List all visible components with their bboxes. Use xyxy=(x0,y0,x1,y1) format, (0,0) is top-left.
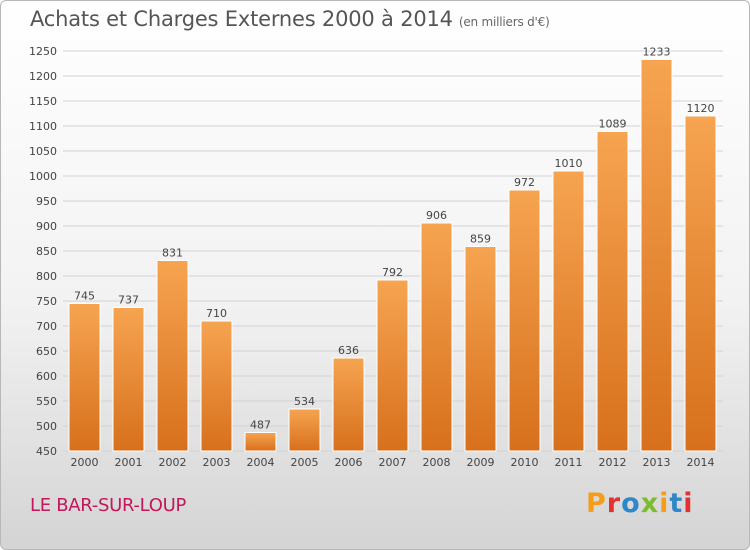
x-tick-label: 2006 xyxy=(335,456,363,469)
bar-value-label: 972 xyxy=(514,176,535,189)
y-tick-label: 1000 xyxy=(29,170,57,183)
bar xyxy=(244,432,277,452)
y-tick-label: 750 xyxy=(36,295,57,308)
x-tick-label: 2003 xyxy=(203,456,231,469)
bar xyxy=(596,131,629,452)
bars xyxy=(68,59,717,452)
y-tick-label: 1100 xyxy=(29,120,57,133)
bar xyxy=(156,260,189,452)
brand-letter: i xyxy=(683,488,694,519)
chart-title: Achats et Charges Externes 2000 à 2014 (e… xyxy=(30,7,550,31)
x-tick-label: 2007 xyxy=(379,456,407,469)
y-tick-label: 800 xyxy=(36,270,57,283)
chart-subtitle: (en milliers d'€) xyxy=(458,15,550,29)
x-tick-label: 2004 xyxy=(247,456,275,469)
x-tick-label: 2005 xyxy=(291,456,319,469)
y-tick-label: 1200 xyxy=(29,70,57,83)
x-tick-label: 2011 xyxy=(555,456,583,469)
bar-value-label: 737 xyxy=(118,294,139,307)
bar-value-label: 831 xyxy=(162,247,183,260)
y-tick-label: 650 xyxy=(36,345,57,358)
location-name: LE BAR-SUR-LOUP xyxy=(30,495,187,516)
bar-value-label: 636 xyxy=(338,344,359,357)
bar xyxy=(552,170,585,452)
chart-title-text: Achats et Charges Externes 2000 à 2014 xyxy=(30,7,453,31)
bar xyxy=(420,222,453,452)
brand-letter: P xyxy=(586,488,607,519)
y-tick-label: 900 xyxy=(36,220,57,233)
y-tick-label: 1250 xyxy=(29,45,57,58)
bar-value-label: 710 xyxy=(206,307,227,320)
bar xyxy=(640,59,673,452)
bar xyxy=(684,115,717,452)
y-tick-label: 450 xyxy=(36,445,57,458)
proxiti-logo[interactable]: Proxiti xyxy=(586,488,694,519)
bar-value-label: 859 xyxy=(470,233,491,246)
bar xyxy=(332,357,365,452)
bar xyxy=(200,320,233,452)
x-axis-ticks: 2000 2001 2002 2003 2004 2005 2006 2007 2008 2009… xyxy=(71,456,715,469)
y-tick-label: 1150 xyxy=(29,95,57,108)
bar xyxy=(376,279,409,452)
y-tick-label: 550 xyxy=(36,395,57,408)
y-tick-label: 1050 xyxy=(29,145,57,158)
bar-value-label: 1010 xyxy=(555,157,583,170)
bar-value-label: 1089 xyxy=(599,118,627,131)
y-tick-label: 500 xyxy=(36,420,57,433)
bar xyxy=(464,246,497,452)
bar-value-label: 534 xyxy=(294,395,315,408)
y-tick-label: 700 xyxy=(36,320,57,333)
bar xyxy=(508,189,541,452)
y-tick-label: 950 xyxy=(36,195,57,208)
bar-value-label: 1233 xyxy=(643,46,671,59)
x-tick-label: 2000 xyxy=(71,456,99,469)
y-tick-label: 600 xyxy=(36,370,57,383)
bar-value-label: 1120 xyxy=(687,102,715,115)
x-tick-label: 2008 xyxy=(423,456,451,469)
x-tick-label: 2014 xyxy=(687,456,715,469)
bar xyxy=(112,307,145,452)
x-tick-label: 2013 xyxy=(643,456,671,469)
x-tick-label: 2010 xyxy=(511,456,539,469)
brand-letter: i xyxy=(659,488,670,519)
bar-value-label: 906 xyxy=(426,209,447,222)
x-tick-label: 2001 xyxy=(115,456,143,469)
y-axis-ticks: 450 500 550 600 650 700 750 800 850 900 950 1000 105… xyxy=(29,45,57,458)
bar xyxy=(68,303,101,452)
x-tick-label: 2009 xyxy=(467,456,495,469)
x-tick-label: 2002 xyxy=(159,456,187,469)
bar-value-label: 792 xyxy=(382,266,403,279)
x-tick-label: 2012 xyxy=(599,456,627,469)
bar xyxy=(288,408,321,452)
brand-letter: x xyxy=(640,488,660,519)
y-tick-label: 850 xyxy=(36,245,57,258)
brand-letter: o xyxy=(621,488,641,519)
bar-value-label: 745 xyxy=(74,290,95,303)
brand-letter: r xyxy=(606,488,622,519)
bar-value-label: 487 xyxy=(250,419,271,432)
brand-letter: t xyxy=(669,488,684,519)
data-labels: 745 737 831 710 487 534 636 792 906 859 972 1010 108… xyxy=(74,46,715,432)
